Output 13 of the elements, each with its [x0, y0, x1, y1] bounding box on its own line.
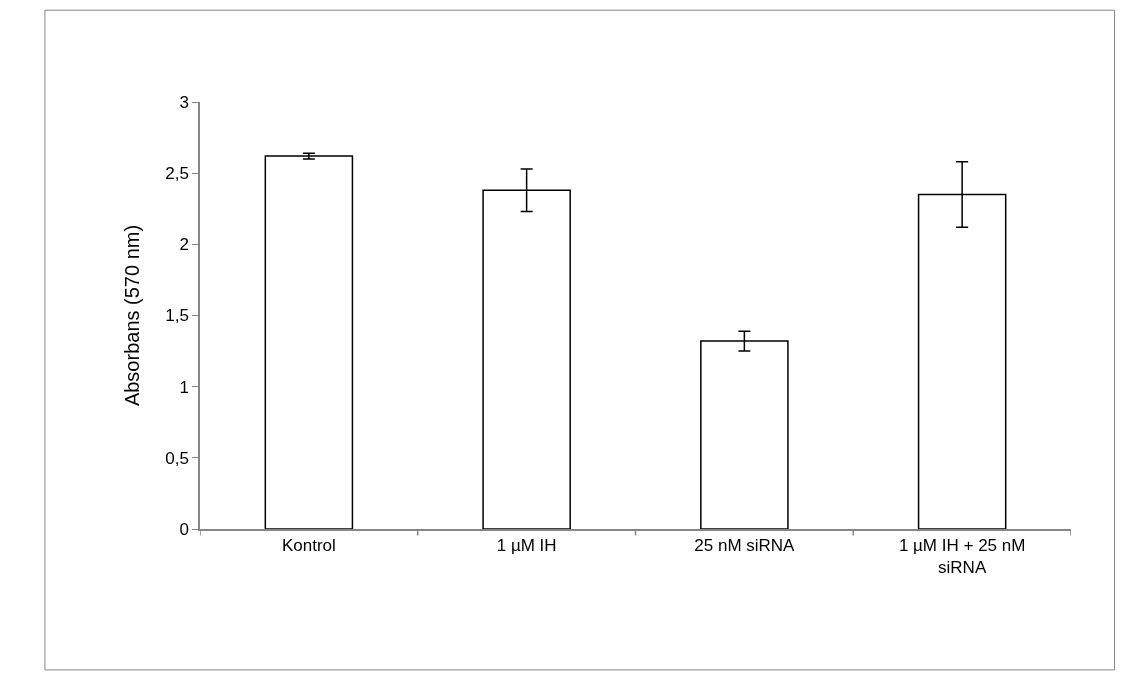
- y-tick-label: 0: [179, 519, 189, 539]
- x-tick-label: 25 nM siRNA: [694, 536, 796, 556]
- bar: [264, 155, 354, 529]
- y-tick-label: 1,5: [165, 306, 189, 326]
- y-tick-label: 3: [179, 92, 189, 112]
- y-tick-label: 0,5: [165, 448, 189, 468]
- y-tick-label: 1: [179, 377, 189, 397]
- y-axis-title: Absorbans (570 nm): [121, 224, 144, 407]
- x-tick-label: 1 µM IH: [496, 536, 557, 556]
- y-tick-label: 2: [179, 235, 189, 255]
- x-tick-label: 1 µM IH + 25 nM siRNA: [898, 536, 1026, 578]
- y-tick-label: 2,5: [165, 164, 189, 184]
- x-tick-label: Kontrol: [281, 536, 336, 556]
